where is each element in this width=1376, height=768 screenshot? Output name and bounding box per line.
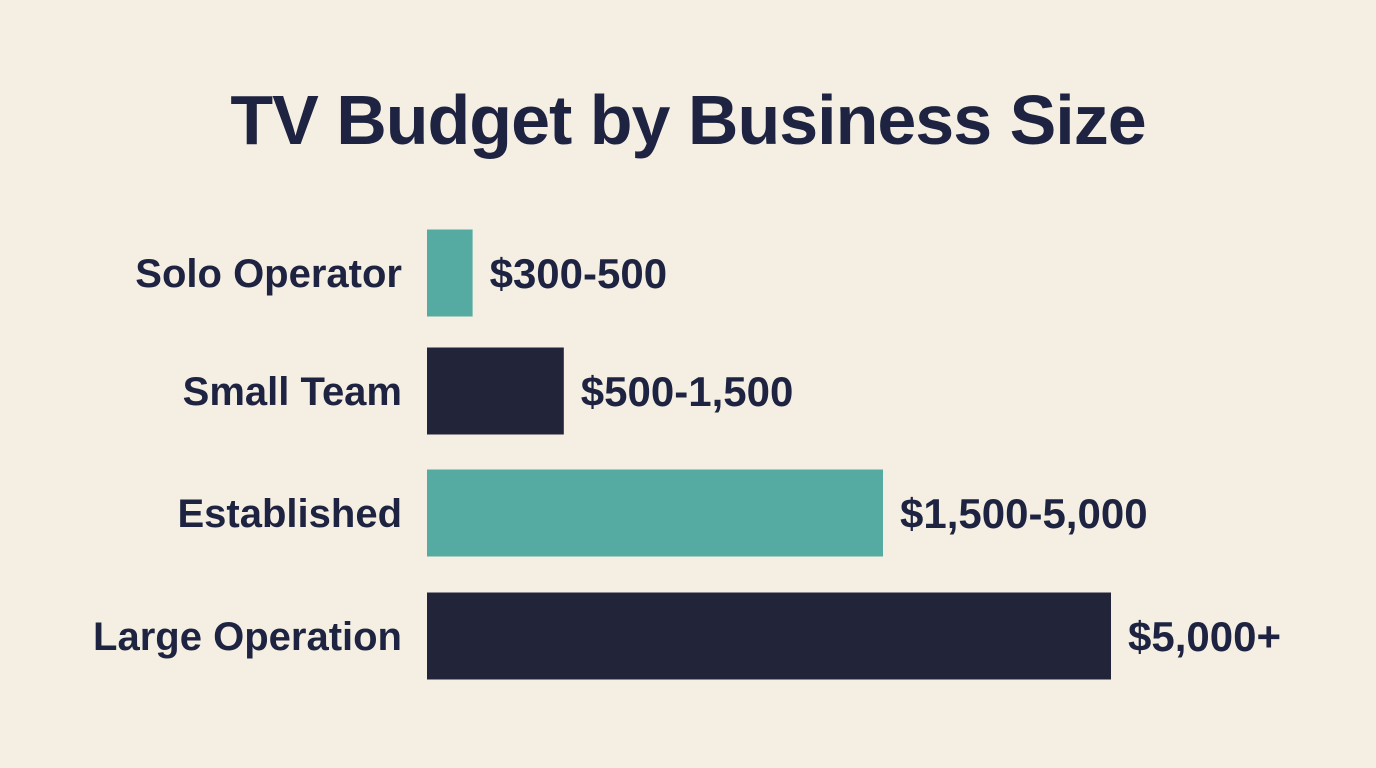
bar-large-operation	[427, 592, 1111, 680]
category-label: Established	[177, 492, 402, 536]
bar-established	[427, 469, 883, 557]
category-label: Solo Operator	[135, 252, 402, 296]
value-label: $1,500-5,000	[900, 490, 1148, 537]
value-label: $5,000+	[1128, 613, 1281, 660]
bar-solo-operator	[427, 229, 473, 317]
value-label: $300-500	[490, 250, 667, 297]
bar-small-team	[427, 347, 564, 435]
category-label: Large Operation	[93, 615, 402, 659]
chart-title: TV Budget by Business Size	[230, 81, 1146, 159]
category-label: Small Team	[183, 370, 402, 414]
value-label: $500-1,500	[581, 368, 794, 415]
